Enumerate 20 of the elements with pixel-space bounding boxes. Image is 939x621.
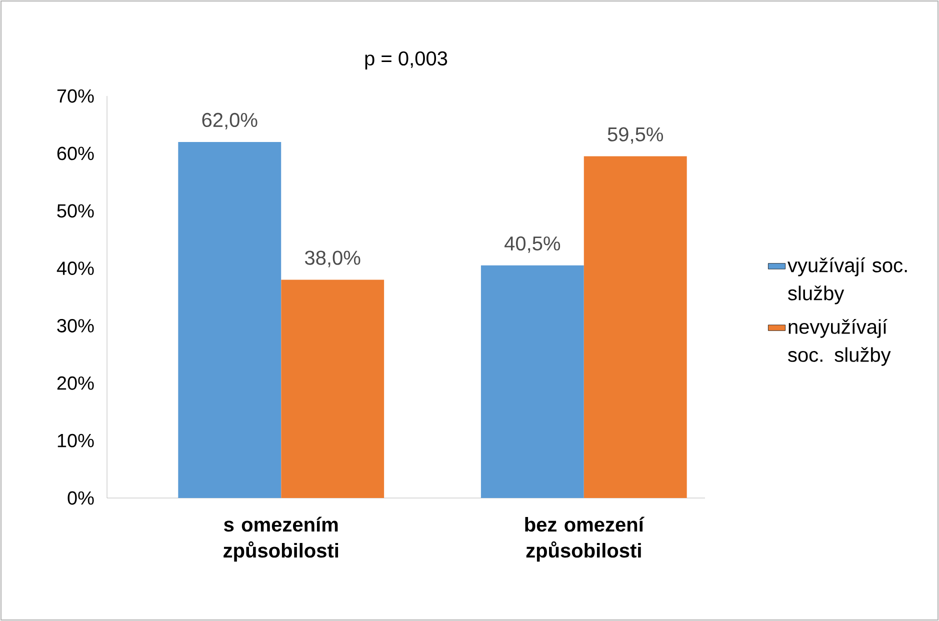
data-label: 40,5% [504,236,560,253]
y-tick-label: 60% [57,146,94,160]
x-tick-label: bez omezení způsobilosti [525,516,644,562]
bar [281,280,384,498]
bar [178,142,282,498]
y-tick-label: 20% [57,376,94,390]
y-tick-label: 40% [56,262,94,276]
bar [480,265,584,498]
y-tick-label: 50% [57,204,94,218]
data-label: 38,0% [304,250,360,268]
data-label: 59,5% [608,127,663,144]
data-label: 62,0% [202,112,258,130]
x-tick-label: s omezením způsobilosti [224,516,338,562]
y-tick-label: 30% [57,318,94,332]
bar [584,156,687,498]
y-tick-label: 0% [68,491,94,505]
legend-label: nevyužívají soc. služby [788,319,891,366]
y-tick-label: 70% [57,89,94,103]
chart-title: p = 0,003 [365,51,448,70]
y-tick-label: 10% [58,434,94,448]
